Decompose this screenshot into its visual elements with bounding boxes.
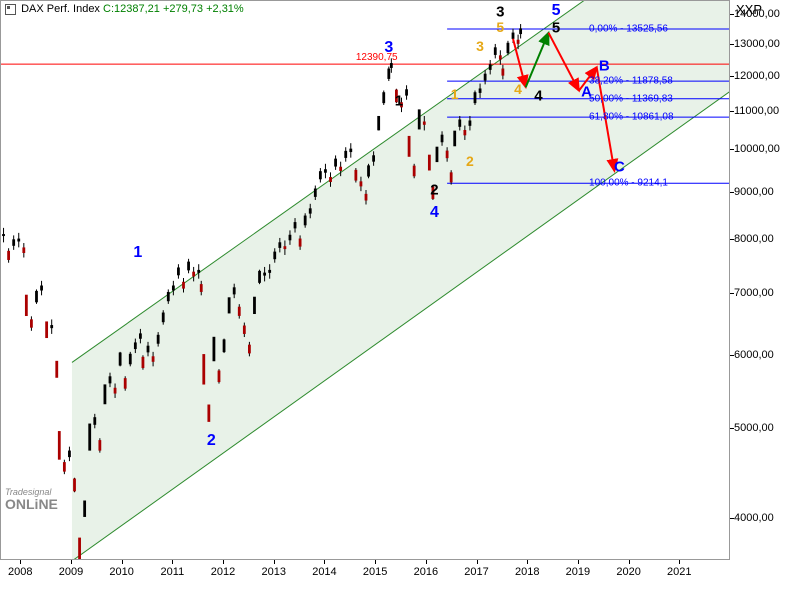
wave-label: 5 — [552, 2, 561, 20]
x-tick-mark — [527, 560, 528, 564]
fib-label: 0,00% - 13525,56 — [589, 23, 668, 34]
x-tick-label: 2021 — [667, 566, 691, 578]
x-tick-label: 2009 — [59, 566, 83, 578]
chart-container: DAX Perf. Index C:12387,21 +279,73 +2,31… — [0, 0, 800, 600]
fib-label: 100,00% - 9214,1 — [589, 178, 668, 189]
x-tick-label: 2019 — [566, 566, 590, 578]
watermark-logo: Tradesignal ONLiNE — [5, 488, 58, 511]
y-tick-label: 9000,00 — [734, 186, 774, 198]
change-pct: +2,31% — [206, 3, 244, 15]
y-tick-label: 12000,00 — [734, 70, 780, 82]
wave-label: 1 — [395, 93, 403, 110]
wave-label: 1 — [451, 86, 459, 102]
y-tick-label: 10000,00 — [734, 143, 780, 155]
x-tick-mark — [20, 560, 21, 564]
x-tick-mark — [477, 560, 478, 564]
wave-label: 5 — [552, 20, 560, 37]
wave-label: 2 — [430, 182, 438, 199]
instrument-name: DAX Perf. Index — [21, 3, 100, 15]
y-tick-label: 8000,00 — [734, 233, 774, 245]
x-tick-label: 2011 — [161, 566, 185, 578]
x-tick-mark — [274, 560, 275, 564]
x-tick-mark — [578, 560, 579, 564]
wave-label: 4 — [514, 81, 522, 97]
x-tick-mark — [71, 560, 72, 564]
y-tick-label: 13000,00 — [734, 38, 780, 50]
x-tick-label: 2020 — [616, 566, 640, 578]
x-tick-mark — [375, 560, 376, 564]
y-tick-label: 6000,00 — [734, 349, 774, 361]
x-axis: 2008 2009 2010 2011 2012 2013 2014 2015 2016 2017… — [0, 560, 730, 600]
wave-label: 3 — [384, 39, 393, 57]
wave-label: 1 — [133, 244, 142, 262]
fib-label: 38,20% - 11878,58 — [589, 76, 673, 87]
wave-label: 5 — [496, 19, 504, 35]
x-tick-label: 2016 — [414, 566, 438, 578]
wave-label: A — [581, 84, 592, 101]
close-prefix: C: — [103, 3, 114, 15]
x-tick-mark — [172, 560, 173, 564]
fib-label: 61,80% - 10861,08 — [589, 112, 674, 123]
y-tick-label: 7000,00 — [734, 287, 774, 299]
logo-bottom: ONLiNE — [5, 497, 58, 511]
x-tick-mark — [679, 560, 680, 564]
y-axis: XXP 4000,00 5000,00 6000,00 7000,00 8000,00 9… — [730, 0, 800, 560]
x-tick-mark — [629, 560, 630, 564]
y-tick-label: 5000,00 — [734, 422, 774, 434]
x-tick-label: 2014 — [312, 566, 336, 578]
title-bar: DAX Perf. Index C:12387,21 +279,73 +2,31… — [5, 3, 244, 15]
wave-label: 3 — [476, 38, 484, 54]
x-tick-label: 2017 — [464, 566, 488, 578]
change-abs: +279,73 — [163, 3, 203, 15]
wave-label: B — [599, 57, 610, 74]
x-tick-mark — [324, 560, 325, 564]
x-tick-label: 2015 — [363, 566, 387, 578]
wave-label: 2 — [207, 432, 216, 450]
y-tick-label: 4000,00 — [734, 512, 774, 524]
close-value: 12387,21 — [114, 3, 160, 15]
fib-label: 50,00% - 11369,83 — [589, 93, 673, 104]
x-tick-label: 2008 — [8, 566, 32, 578]
x-tick-label: 2010 — [109, 566, 133, 578]
wave-label: C — [614, 158, 625, 175]
x-tick-mark — [122, 560, 123, 564]
wave-label: 4 — [534, 87, 542, 104]
wave-label: 4 — [430, 204, 439, 222]
y-tick-label: 11000,00 — [734, 105, 779, 117]
plot-area[interactable]: DAX Perf. Index C:12387,21 +279,73 +2,31… — [0, 0, 730, 560]
x-tick-mark — [223, 560, 224, 564]
x-tick-label: 2012 — [211, 566, 235, 578]
axis-label: XXP — [736, 2, 762, 17]
x-tick-label: 2018 — [515, 566, 539, 578]
x-tick-label: 2013 — [262, 566, 286, 578]
x-tick-mark — [426, 560, 427, 564]
wave-label: 2 — [466, 153, 474, 169]
instrument-icon[interactable] — [5, 4, 16, 15]
